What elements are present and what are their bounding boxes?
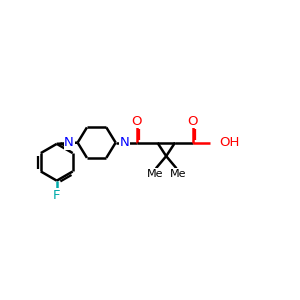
Text: N: N bbox=[64, 136, 74, 149]
Text: N: N bbox=[119, 136, 129, 149]
Text: F: F bbox=[52, 189, 60, 202]
Text: O: O bbox=[188, 115, 198, 128]
Text: OH: OH bbox=[220, 136, 240, 149]
Text: O: O bbox=[131, 115, 142, 128]
Text: Me: Me bbox=[169, 169, 186, 179]
Text: Me: Me bbox=[146, 169, 163, 179]
